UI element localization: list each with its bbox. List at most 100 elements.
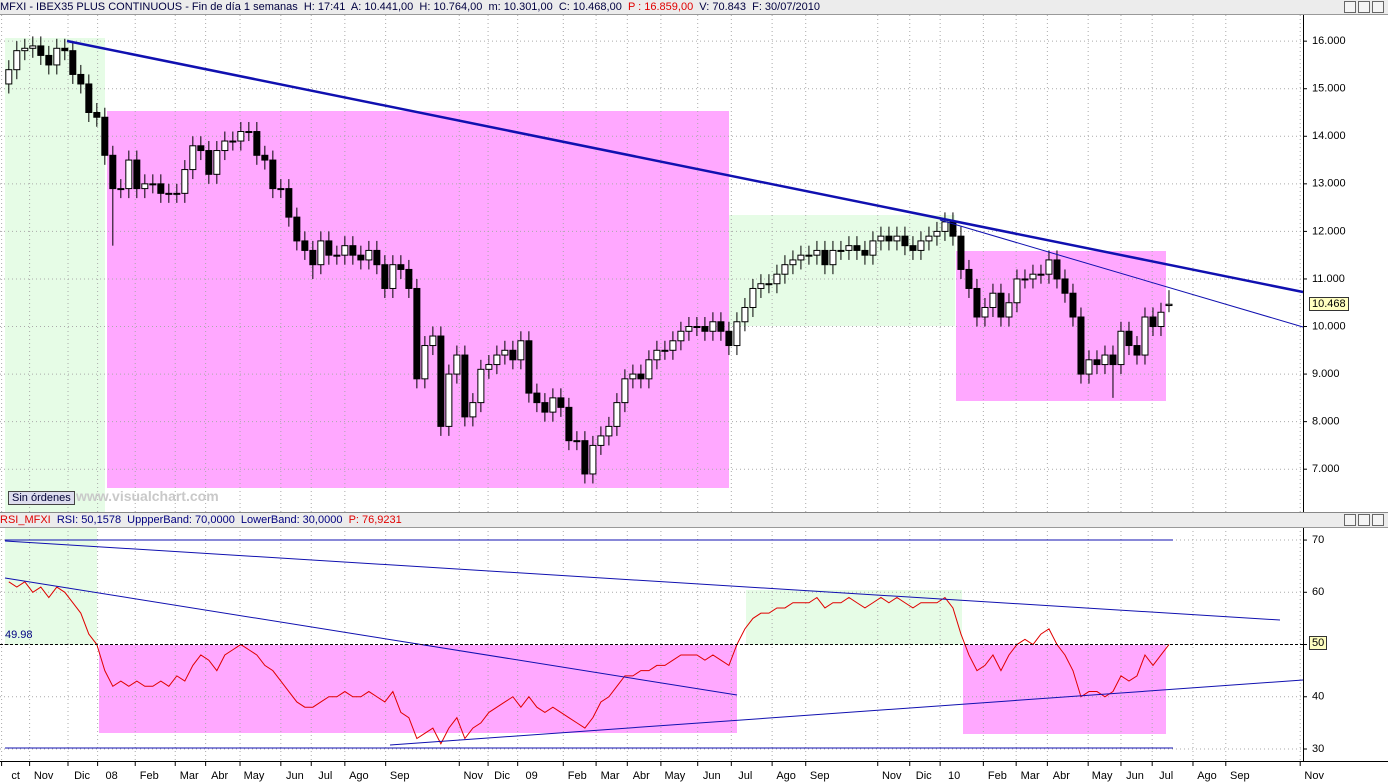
price-header: MFXI - IBEX35 PLUS CONTINUOUS - Fin de d… [0, 0, 1388, 15]
candle-body [325, 240, 333, 256]
candle-body [389, 264, 397, 289]
rsi-line [8, 581, 1170, 745]
candle-body [1029, 273, 1037, 280]
y-tick-label: 60 [1312, 586, 1324, 598]
candle-body [805, 254, 813, 257]
candle-body [613, 402, 621, 427]
candle-body [53, 47, 61, 66]
candle-body [757, 283, 765, 289]
y-tick-label: 40 [1312, 691, 1324, 703]
marks [5, 36, 1173, 745]
candle-body [117, 188, 125, 191]
candle-body [637, 373, 645, 380]
orders-button[interactable]: Sin órdenes [8, 491, 75, 505]
y-tick-label: 30 [1312, 743, 1324, 755]
candle-body [69, 50, 77, 75]
candle-body [925, 235, 933, 242]
header-p: P : 16.859,00 [627, 1, 694, 13]
candle-body [1125, 330, 1133, 347]
window-buttons[interactable] [1342, 514, 1384, 530]
y-tick-label: 70 [1312, 534, 1324, 546]
candle-body [493, 354, 501, 366]
candle-body [45, 54, 53, 66]
zone-green [5, 527, 97, 645]
candle-body [853, 245, 861, 251]
x-tick-label: Jul [1159, 770, 1173, 782]
candle-body [1005, 302, 1013, 318]
x-tick-label: 10 [948, 770, 960, 782]
x-tick-label: Ago [776, 770, 796, 782]
candle-body [909, 245, 917, 251]
trendline [4, 540, 1281, 621]
candle-body [837, 249, 845, 252]
candle-body [77, 73, 85, 85]
candle-body [229, 140, 237, 143]
candle-body [965, 268, 973, 289]
candle-body [661, 349, 669, 352]
x-tick-label: Jun [1126, 770, 1144, 782]
candle-body [173, 192, 181, 195]
x-tick-label: Sep [390, 770, 410, 782]
candle-body [709, 321, 717, 332]
x-tick-label: Feb [568, 770, 587, 782]
x-tick-label: Ago [349, 770, 369, 782]
x-tick-label: May [1092, 770, 1113, 782]
candle-body [813, 249, 821, 256]
watermark: www.visualchart.com [76, 488, 219, 504]
candle-body [877, 235, 885, 242]
candle-body [509, 349, 517, 361]
y-tick-label: 12.000 [1312, 225, 1346, 237]
candle-body [1045, 259, 1053, 275]
candle-body [429, 335, 437, 347]
candle-body [181, 169, 189, 194]
window-buttons[interactable] [1342, 1, 1384, 17]
candle-body [405, 268, 413, 289]
zone-magenta [956, 251, 1166, 401]
candle-body [517, 340, 525, 361]
x-tick-label: Abr [1053, 770, 1070, 782]
y-tick-label: 7.000 [1312, 463, 1340, 475]
candle-body [533, 392, 541, 404]
candle-body [1117, 330, 1125, 366]
candle-body [845, 245, 853, 251]
candle-body [109, 154, 117, 190]
candle-body [253, 131, 261, 156]
candle-body [669, 340, 677, 351]
candle-body [677, 330, 685, 342]
x-tick-label: Jun [703, 770, 721, 782]
x-tick-label: Feb [988, 770, 1007, 782]
candle-body [973, 287, 981, 318]
y-tick-label: 9.000 [1312, 368, 1340, 380]
candle-body [141, 183, 149, 190]
candle-body [1021, 278, 1029, 281]
rsi-header: RSI_MFXI RSI: 50,1578 UppperBand: 70,000… [0, 513, 1388, 528]
x-tick-label: Ago [1197, 770, 1217, 782]
candle-body [197, 145, 205, 152]
y-tick-label: 14.000 [1312, 130, 1346, 142]
x-tick-label: Nov [882, 770, 902, 782]
x-tick-label: Feb [140, 770, 159, 782]
trendline [939, 219, 1304, 328]
last-price-label: 10.468 [1309, 297, 1349, 311]
candle-body [629, 373, 637, 380]
candle-body [333, 254, 341, 257]
candle-body [157, 183, 165, 194]
y-tick-label: 15.000 [1312, 83, 1346, 95]
candle-body [29, 45, 37, 49]
x-tick-label: Jun [286, 770, 304, 782]
candle-body [1077, 316, 1085, 375]
candle-body [893, 235, 901, 242]
zone-magenta [963, 645, 1166, 734]
candle-body [549, 397, 557, 413]
candle-body [1069, 292, 1077, 318]
candle-body [1133, 345, 1141, 356]
labels: ct Nov Dic 08 Feb Mar Abr May Jun Jul Ago Sep Nov Dic… [1, 35, 1346, 782]
trendline [4, 577, 738, 696]
header-p: P: 76,9231 [348, 514, 402, 526]
candle-body [1157, 311, 1165, 328]
candle-body [205, 150, 213, 175]
y-tick-label: 10.000 [1312, 320, 1346, 332]
candle-body [645, 359, 653, 380]
